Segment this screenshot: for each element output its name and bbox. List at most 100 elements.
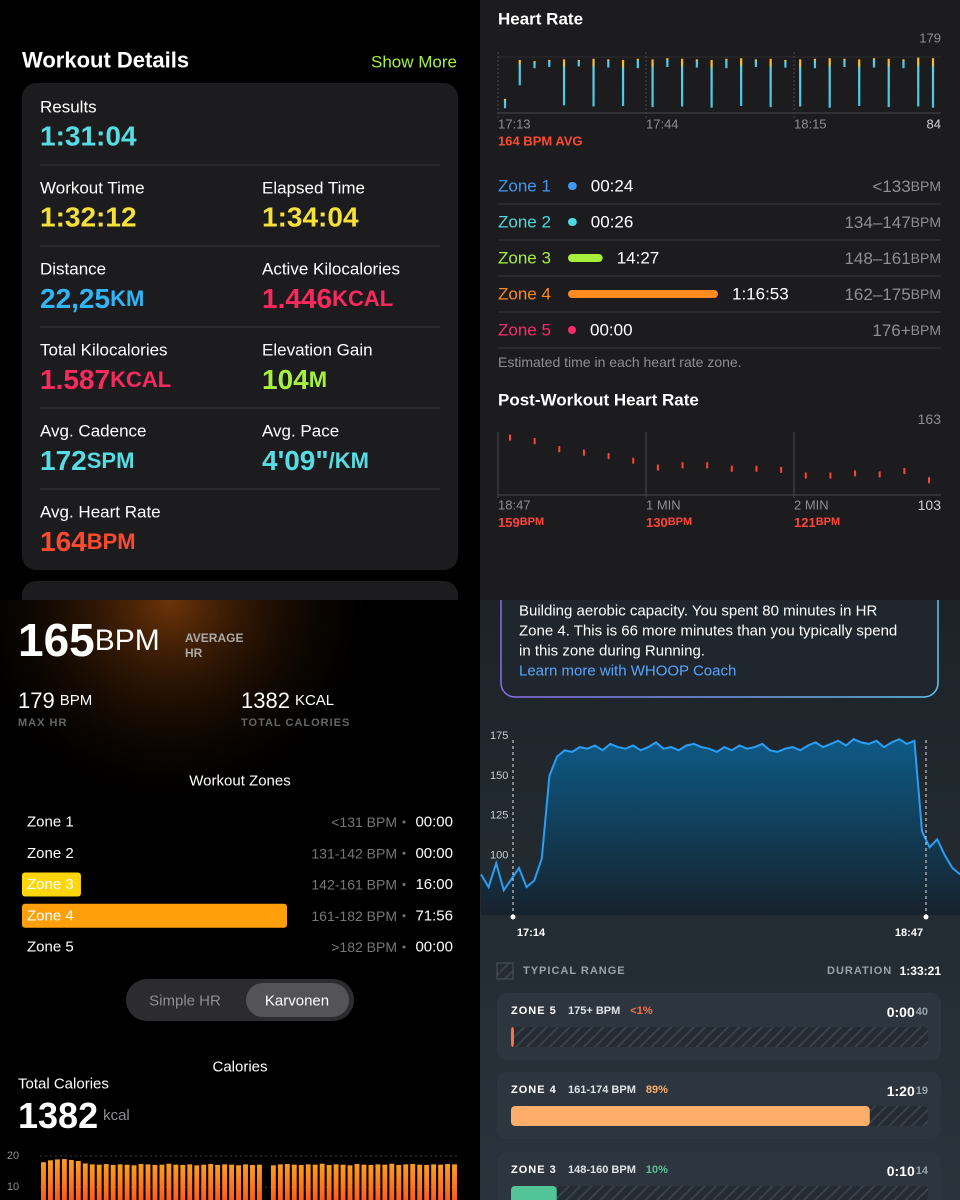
glow: [0, 600, 480, 820]
zone-range: 134–147BPM: [844, 213, 941, 232]
metric-label: Elevation Gain: [262, 341, 373, 360]
calorie-bar: [208, 1164, 214, 1200]
zone-name: Zone 3: [27, 876, 74, 893]
zone-name: Zone 4: [498, 285, 551, 304]
mode-option[interactable]: Karvonen: [265, 993, 329, 1010]
value-unit: BPM: [911, 322, 941, 338]
calorie-bar: [145, 1164, 151, 1200]
calorie-bar: [257, 1164, 262, 1200]
metric-value: 1.587KCAL: [40, 364, 171, 395]
value-unit: SPM: [87, 448, 135, 473]
hr-range-bar: [784, 59, 787, 68]
value-unit: BPM: [911, 178, 941, 194]
coach-link[interactable]: Learn more with WHOOP Coach: [519, 663, 736, 680]
x-tick-label: 18:47: [895, 927, 923, 939]
zone-name: Zone 5: [498, 321, 551, 340]
y-tick-label: 175: [490, 730, 508, 742]
zone-name: Zone 3: [498, 249, 551, 268]
calorie-bar: [382, 1164, 388, 1200]
value-unit: BPM: [520, 516, 544, 528]
hr-range-bar: [518, 59, 521, 86]
heart-rate-panel: Heart Rate 179 84 17:13 17:44 18:15 164 BPM AV…: [480, 0, 960, 600]
summary-label: TOTAL CALORIES: [241, 717, 350, 729]
hr-range-bar: [799, 59, 802, 107]
title: Workout Details: [22, 48, 189, 73]
value-number: 176+: [872, 321, 910, 340]
x-tick-label: 2 MIN: [794, 498, 829, 513]
calorie-bar: [333, 1164, 339, 1200]
calorie-bar: [438, 1164, 444, 1200]
metric-value: 104M: [262, 364, 327, 395]
zone-range: 175+ BPM: [568, 1005, 620, 1017]
calorie-bar: [54, 1159, 60, 1200]
calorie-bar: [368, 1164, 374, 1200]
value-number: 162–175: [844, 285, 910, 304]
calorie-bar: [305, 1164, 311, 1200]
zone-name: ZONE 4: [511, 1084, 557, 1096]
calorie-bar: [68, 1160, 74, 1200]
zone-track: [511, 1186, 928, 1200]
recovery-marker: 130BPM: [646, 515, 692, 530]
value-number: 1382: [18, 1095, 98, 1136]
hr-range-bar: [621, 59, 625, 106]
calorie-bar: [319, 1163, 325, 1200]
zone-range: 142-161 BPM: [311, 877, 397, 893]
zone-track: [511, 1027, 928, 1047]
metric-value: 1:32:12: [40, 202, 137, 233]
zone-time: 1:20: [887, 1083, 915, 1099]
hr-range-bar: [666, 58, 669, 68]
zone-name: Zone 1: [27, 814, 74, 831]
calorie-bar: [75, 1160, 81, 1200]
y-tick-label: 103: [918, 497, 942, 513]
section-title: Workout Zones: [189, 773, 290, 790]
coach-message: in this zone during Running.: [519, 643, 705, 660]
hr-range-bar: [695, 59, 698, 68]
zone-bar: [511, 1027, 514, 1047]
panel-background: [480, 0, 960, 600]
metric-value: 4'09"/KM: [262, 445, 369, 476]
card: [22, 581, 458, 600]
zone-time: 00:00: [590, 321, 633, 340]
metric-label: Avg. Heart Rate: [40, 503, 161, 522]
metric-value: 172SPM: [40, 445, 134, 476]
zone-card: [497, 993, 941, 1060]
calorie-bar: [138, 1164, 144, 1200]
show-more-link[interactable]: Show More: [371, 53, 457, 72]
calorie-bar: [389, 1163, 395, 1200]
zone-range: 176+BPM: [872, 321, 941, 340]
average-hr-label: AVERAGE: [185, 631, 243, 645]
hr-range-bar: [843, 58, 846, 68]
zone-name: Zone 1: [498, 177, 551, 196]
calorie-bar: [284, 1164, 290, 1200]
value-number: 22,25: [40, 283, 110, 314]
x-tick-label: 1 MIN: [646, 498, 681, 513]
hr-line: [480, 738, 960, 893]
hr-range-bar: [577, 59, 580, 67]
section-title: Calories: [212, 1059, 267, 1076]
hr-range-bar: [769, 58, 772, 108]
value-unit: BPM: [668, 516, 692, 528]
zone-time: 00:00: [415, 939, 453, 956]
y-tick-label: 84: [927, 117, 941, 132]
coach-message: Zone 4. This is 66 more minutes than you…: [519, 623, 897, 640]
legend-label: TYPICAL RANGE: [523, 965, 626, 977]
value-number: 159: [498, 515, 520, 530]
zone-time: 71:56: [415, 907, 453, 924]
zone-bar: [568, 290, 718, 298]
calorie-bar: [396, 1164, 402, 1200]
zone-range: 162–175BPM: [844, 285, 941, 304]
zone-card: [497, 1072, 941, 1139]
summary-value: 1382 KCAL: [241, 688, 334, 713]
hr-range-bar: [902, 59, 905, 69]
zone-seconds: 40: [916, 1006, 928, 1018]
zone-name: Zone 2: [27, 845, 74, 862]
y-tick-label: 20: [7, 1150, 19, 1162]
value-unit: KCAL: [332, 286, 393, 311]
mode-option[interactable]: Simple HR: [149, 993, 221, 1010]
workout-details-panel: Workout Details Show More Results 1:31:04 Wo…: [0, 0, 480, 600]
zone-duration: 0:0040: [887, 1004, 928, 1020]
zone-share: 10%: [646, 1164, 668, 1176]
calorie-bar: [375, 1164, 381, 1200]
zone-range: 148–161BPM: [844, 249, 941, 268]
